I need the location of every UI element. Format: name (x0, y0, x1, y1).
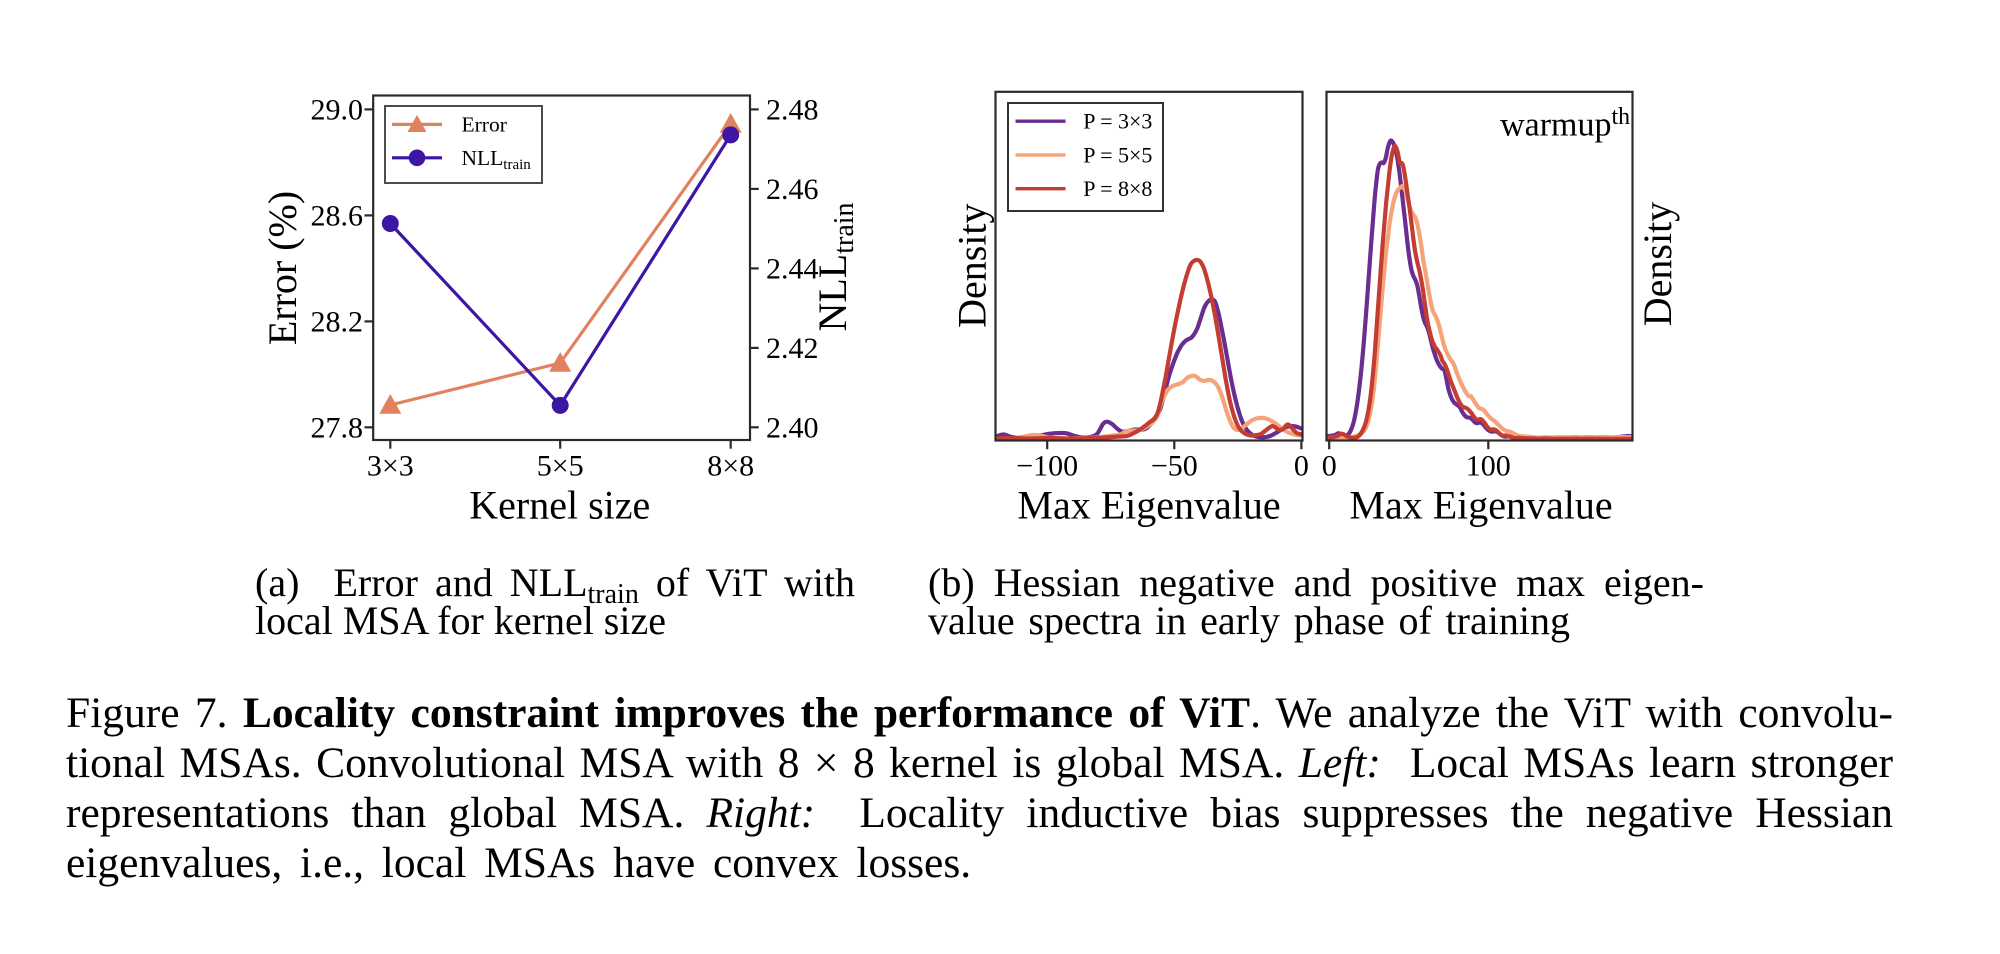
svg-text:Density: Density (950, 203, 995, 327)
svg-text:28.6: 28.6 (311, 199, 364, 232)
svg-text:Error: Error (462, 113, 507, 137)
svg-text:Max Eigenvalue: Max Eigenvalue (1349, 483, 1612, 528)
svg-text:28.2: 28.2 (311, 305, 364, 338)
svg-text:27.8: 27.8 (311, 411, 364, 444)
svg-text:P = 3×3: P = 3×3 (1083, 109, 1152, 134)
svg-text:2.42: 2.42 (766, 332, 819, 365)
svg-text:0: 0 (1322, 450, 1337, 483)
svg-text:−50: −50 (1151, 450, 1198, 483)
svg-text:Max Eigenvalue: Max Eigenvalue (1017, 483, 1280, 528)
svg-text:2.48: 2.48 (766, 93, 819, 126)
svg-text:8×8: 8×8 (707, 450, 754, 483)
svg-text:3×3: 3×3 (367, 450, 414, 483)
svg-text:100: 100 (1466, 450, 1511, 483)
svg-text:P = 8×8: P = 8×8 (1083, 176, 1152, 201)
svg-text:2.40: 2.40 (766, 411, 819, 444)
svg-text:warmupth: warmupth (1500, 104, 1630, 144)
svg-text:2.46: 2.46 (766, 173, 819, 206)
svg-text:Density: Density (1635, 202, 1680, 326)
svg-text:Error (%): Error (%) (260, 191, 305, 345)
svg-text:−100: −100 (1016, 450, 1078, 483)
svg-text:2.44: 2.44 (766, 252, 819, 285)
svg-text:0: 0 (1294, 450, 1309, 483)
svg-text:5×5: 5×5 (537, 450, 584, 483)
svg-text:29.0: 29.0 (311, 93, 364, 126)
svg-text:Kernel size: Kernel size (469, 483, 650, 528)
svg-text:P = 5×5: P = 5×5 (1083, 142, 1152, 167)
